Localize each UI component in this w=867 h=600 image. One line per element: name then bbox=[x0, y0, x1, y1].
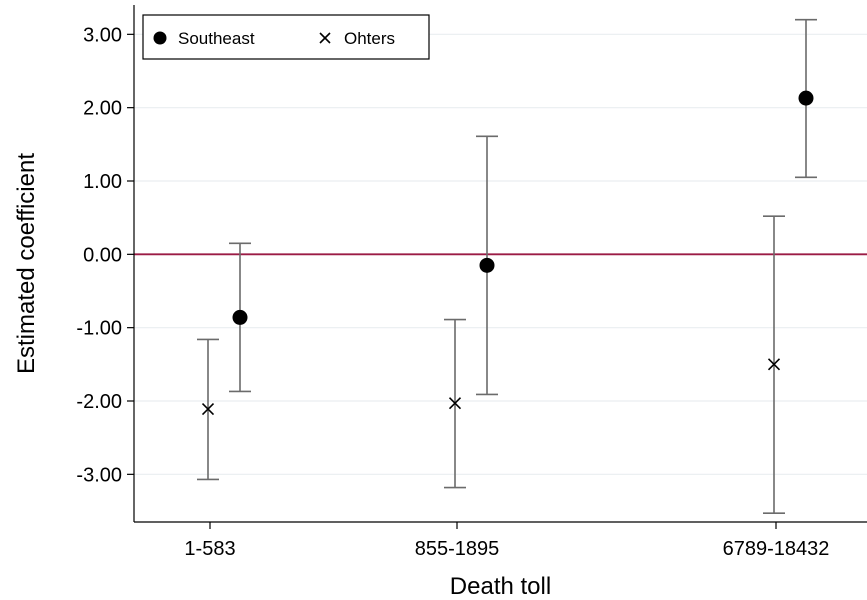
y-tick-label: 2.00 bbox=[83, 98, 122, 120]
axes bbox=[133, 5, 867, 523]
x-tick-label: 6789-18432 bbox=[723, 538, 830, 560]
point-others-stroke-b bbox=[767, 358, 781, 371]
point-others bbox=[448, 397, 462, 410]
legend-marker-southeast bbox=[153, 31, 167, 45]
point-southeast bbox=[232, 309, 248, 325]
point-southeast bbox=[479, 257, 495, 273]
point-estimates bbox=[201, 90, 814, 416]
y-tick-label: 0.00 bbox=[83, 244, 122, 266]
legend-box bbox=[142, 14, 430, 60]
legend-label-southeast: Southeast bbox=[178, 29, 255, 48]
legend-x-glyph-stroke-b bbox=[319, 32, 331, 44]
legend: Southeast Ohters bbox=[142, 14, 430, 60]
y-tick-label: -3.00 bbox=[76, 464, 122, 486]
x-axis-title: Death toll bbox=[450, 573, 551, 600]
confidence-intervals bbox=[197, 18, 817, 515]
y-tick-label: -1.00 bbox=[76, 318, 122, 340]
y-axis-ticks: -3.00 -2.00 -1.00 0.00 1.00 2.00 3.00 bbox=[76, 24, 134, 486]
y-tick-label: 3.00 bbox=[83, 24, 122, 46]
y-axis-title: Estimated coefficient bbox=[13, 153, 40, 374]
x-tick-label: 1-583 bbox=[184, 538, 235, 560]
x-tick-label: 855-1895 bbox=[415, 538, 500, 560]
point-others-stroke-b bbox=[201, 403, 215, 416]
point-others bbox=[201, 403, 215, 416]
y-tick-label: -2.00 bbox=[76, 391, 122, 413]
y-tick-label: 1.00 bbox=[83, 171, 122, 193]
point-others bbox=[767, 358, 781, 371]
point-others-stroke-b bbox=[448, 397, 462, 410]
legend-label-others: Ohters bbox=[344, 29, 395, 48]
x-axis-ticks: 1-583 855-1895 6789-18432 bbox=[184, 522, 829, 560]
legend-x-glyph bbox=[319, 32, 331, 44]
legend-marker-others bbox=[319, 32, 331, 44]
point-southeast bbox=[798, 90, 814, 106]
